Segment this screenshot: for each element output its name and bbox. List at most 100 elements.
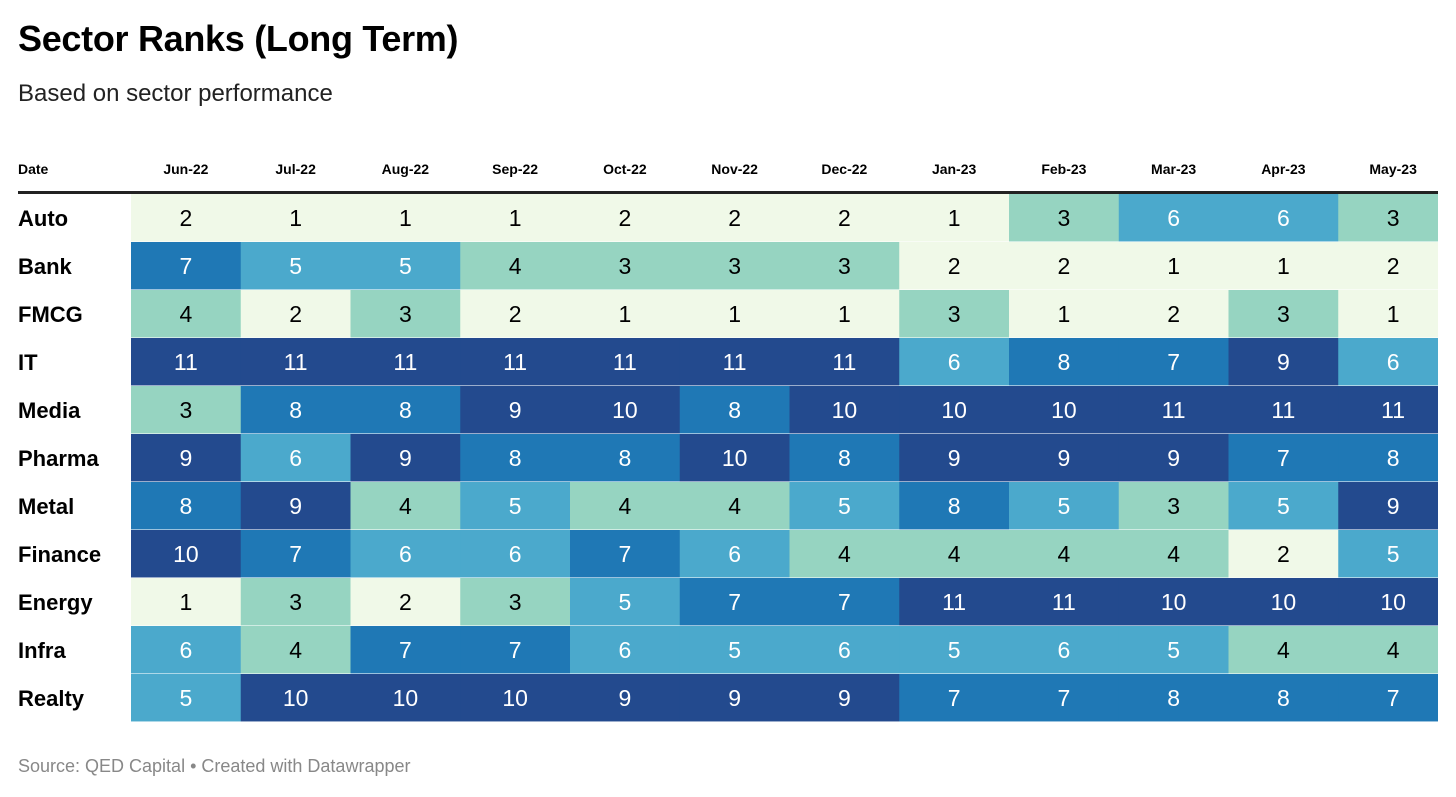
heatmap-cell <box>1118 482 1230 530</box>
heatmap-cell <box>1338 386 1438 434</box>
cell-value: 3 <box>179 397 192 423</box>
cell-value: 5 <box>399 253 412 279</box>
cell-value: 2 <box>618 205 631 231</box>
heatmap-cell <box>131 386 242 434</box>
cell-value: 1 <box>1057 301 1070 327</box>
cell-value: 4 <box>1167 541 1180 567</box>
row-separator <box>18 289 1438 290</box>
heatmap-cell <box>350 482 461 530</box>
heatmap-cell <box>789 482 900 530</box>
heatmap-cell <box>1228 434 1339 482</box>
cell-value: 2 <box>399 589 412 615</box>
cell-value: 7 <box>1277 445 1290 471</box>
heatmap-cell <box>1228 530 1339 578</box>
column-header-may-23: May-23 <box>1369 161 1417 177</box>
column-header-oct-22: Oct-22 <box>603 161 647 177</box>
heatmap-cell <box>1338 674 1438 722</box>
cell-value: 3 <box>728 253 741 279</box>
cell-value: 7 <box>179 253 192 279</box>
heatmap-cell <box>240 338 352 386</box>
heatmap-cell <box>1228 194 1339 242</box>
heatmap-cell <box>240 626 352 674</box>
cell-value: 3 <box>618 253 631 279</box>
cell-value: 2 <box>289 301 302 327</box>
heatmap-cell <box>899 386 1010 434</box>
cell-value: 4 <box>179 301 192 327</box>
heatmap-cell <box>679 242 791 290</box>
heatmap-cell <box>1338 530 1438 578</box>
heatmap-cell <box>240 530 352 578</box>
heatmap-cell <box>131 482 242 530</box>
cell-value: 4 <box>838 541 851 567</box>
heatmap-cell <box>1118 530 1230 578</box>
heatmap-cell <box>460 578 571 626</box>
cell-value: 10 <box>722 445 748 471</box>
cell-value: 10 <box>502 685 528 711</box>
cell-value: 4 <box>948 541 961 567</box>
heatmap-cell <box>460 242 571 290</box>
cell-value: 2 <box>509 301 522 327</box>
cell-value: 4 <box>289 637 302 663</box>
row-label-media: Media <box>18 398 81 423</box>
heatmap-cell <box>789 674 900 722</box>
cell-value: 9 <box>948 445 961 471</box>
cell-value: 7 <box>948 685 961 711</box>
heatmap-cell <box>240 242 352 290</box>
heatmap-cell <box>460 338 571 386</box>
cell-value: 2 <box>838 205 851 231</box>
cell-value: 5 <box>1277 493 1290 519</box>
cell-value: 10 <box>1161 589 1187 615</box>
heatmap-cell <box>131 530 242 578</box>
heatmap-cell <box>789 530 900 578</box>
cell-value: 10 <box>612 397 638 423</box>
cell-value: 6 <box>728 541 741 567</box>
row-label-energy: Energy <box>18 590 93 615</box>
source-note: Source: QED Capital • Created with Dataw… <box>18 756 411 776</box>
cell-value: 4 <box>728 493 741 519</box>
cell-value: 8 <box>1057 349 1070 375</box>
cell-value: 10 <box>173 541 199 567</box>
heatmap-cell <box>1118 290 1230 338</box>
heatmap-cell <box>789 386 900 434</box>
cell-value: 3 <box>399 301 412 327</box>
heatmap-cell <box>1228 338 1339 386</box>
cell-value: 11 <box>942 589 966 615</box>
heatmap-cell <box>1009 242 1120 290</box>
cell-value: 7 <box>618 541 631 567</box>
heatmap-cell <box>679 338 791 386</box>
cell-value: 6 <box>399 541 412 567</box>
heatmap-cell <box>1338 626 1438 674</box>
heatmap-cell <box>350 674 461 722</box>
heatmap-cell <box>679 626 791 674</box>
cell-value: 11 <box>393 349 417 375</box>
heatmap-cell <box>1118 434 1230 482</box>
cell-value: 11 <box>832 349 856 375</box>
heatmap-cell <box>570 674 681 722</box>
heatmap-cell <box>1338 194 1438 242</box>
cell-value: 9 <box>728 685 741 711</box>
cell-value: 11 <box>1381 397 1405 423</box>
cell-value: 3 <box>1387 205 1400 231</box>
heatmap-cell <box>1009 626 1120 674</box>
cell-value: 9 <box>1277 349 1290 375</box>
cell-value: 2 <box>1167 301 1180 327</box>
heatmap-cell <box>570 434 681 482</box>
heatmap-cell <box>789 338 900 386</box>
row-separator <box>18 433 1438 434</box>
cell-value: 5 <box>1387 541 1400 567</box>
heatmap-cell <box>1118 194 1230 242</box>
chart-title: Sector Ranks (Long Term) <box>18 18 459 59</box>
heatmap-cell <box>460 434 571 482</box>
cell-value: 6 <box>618 637 631 663</box>
cell-value: 5 <box>728 637 741 663</box>
cell-value: 4 <box>399 493 412 519</box>
column-header-jul-22: Jul-22 <box>275 161 316 177</box>
column-header-jun-22: Jun-22 <box>163 161 208 177</box>
heatmap-cell <box>899 578 1010 626</box>
cell-value: 3 <box>1057 205 1070 231</box>
heatmap-cell <box>570 386 681 434</box>
heatmap-cell <box>1118 242 1230 290</box>
cell-value: 2 <box>1057 253 1070 279</box>
cell-value: 3 <box>509 589 522 615</box>
cell-value: 5 <box>838 493 851 519</box>
